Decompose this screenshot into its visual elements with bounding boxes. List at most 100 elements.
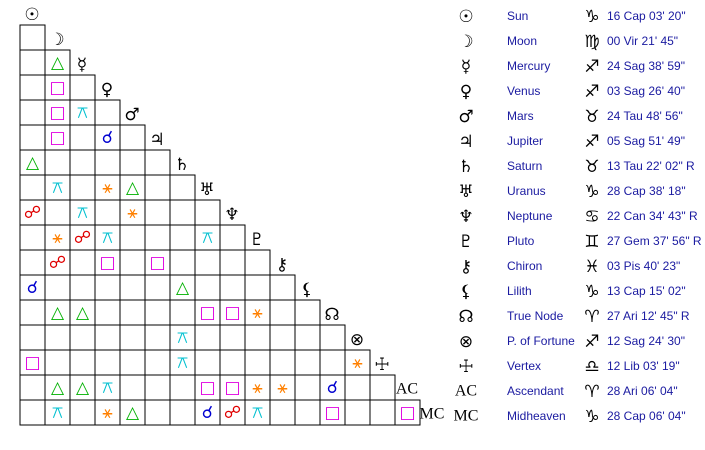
grid-cell — [19, 99, 46, 126]
aspect-glyph: ⚹ — [352, 353, 362, 373]
aspect-glyph: ⚹ — [252, 378, 262, 398]
grid-cell — [69, 124, 96, 151]
aspect-glyph: ☌ — [102, 128, 113, 148]
grid-cell — [94, 274, 121, 301]
grid-cell — [44, 349, 71, 376]
grid-planet-glyph: ♄ — [174, 155, 189, 175]
list-glyph: ⊗ — [459, 332, 473, 352]
grid-cell — [144, 399, 171, 426]
grid-planet-glyph: MC — [420, 406, 445, 423]
grid-cell — [269, 299, 296, 326]
grid-cell — [169, 224, 196, 251]
grid-cell — [294, 349, 321, 376]
grid-cell — [294, 374, 321, 401]
sign-glyph: ♋ — [584, 207, 599, 227]
list-glyph: ⚸ — [460, 282, 472, 302]
grid-cell — [294, 399, 321, 426]
list-glyph: ☉ — [458, 7, 473, 27]
list-glyph: ⚷ — [460, 257, 472, 277]
grid-planet-glyph: ☩ — [374, 355, 389, 375]
planet-name: Mercury — [507, 59, 550, 73]
aspect-glyph: ☌ — [327, 378, 338, 398]
position: 28 Cap 38' 18" — [607, 184, 686, 198]
list-glyph: ♀ — [460, 82, 472, 102]
grid-cell — [119, 374, 146, 401]
list-glyph: ♆ — [458, 207, 473, 227]
grid-cell — [144, 174, 171, 201]
grid-cell — [69, 349, 96, 376]
aspect-glyph: □ — [399, 403, 415, 423]
grid-cell — [119, 324, 146, 351]
sign-glyph: ♈ — [584, 307, 599, 327]
grid-cell — [269, 274, 296, 301]
grid-cell — [119, 349, 146, 376]
grid-cell — [94, 149, 121, 176]
grid-planet-glyph: ☽ — [49, 30, 64, 50]
planet-name: Jupiter — [507, 134, 543, 148]
grid-cell — [294, 299, 321, 326]
position: 24 Tau 48' 56" — [607, 109, 683, 123]
planet-name: True Node — [507, 309, 564, 323]
grid-cell — [144, 299, 171, 326]
position: 03 Pis 40' 23" — [607, 259, 680, 273]
aspect-glyph: □ — [149, 253, 165, 273]
grid-cell — [144, 149, 171, 176]
aspect-glyph: □ — [199, 378, 215, 398]
grid-cell — [269, 324, 296, 351]
aspect-glyph: ⚻ — [177, 328, 188, 348]
grid-cell — [244, 349, 271, 376]
grid-cell — [194, 324, 221, 351]
sign-glyph: ♑ — [584, 282, 599, 302]
grid-planet-glyph: ♆ — [224, 205, 239, 225]
grid-cell — [44, 149, 71, 176]
grid-cell — [169, 249, 196, 276]
aspect-glyph: ⚻ — [52, 403, 63, 423]
grid-cell — [369, 374, 396, 401]
grid-cell — [369, 399, 396, 426]
grid-planet-glyph: ⚸ — [301, 280, 313, 300]
grid-planet-glyph: AC — [396, 381, 418, 398]
grid-cell — [94, 199, 121, 226]
aspect-glyph: □ — [324, 403, 340, 423]
grid-cell — [19, 399, 46, 426]
grid-planet-glyph: ☉ — [24, 5, 39, 25]
grid-cell — [19, 299, 46, 326]
planet-name: Midheaven — [507, 409, 566, 423]
grid-cell — [144, 374, 171, 401]
position: 12 Lib 03' 19" — [607, 359, 680, 373]
aspect-glyph: △ — [176, 278, 190, 298]
position: 22 Can 34' 43" R — [607, 209, 698, 223]
grid-planet-glyph: ♃ — [149, 130, 164, 150]
grid-cell — [169, 199, 196, 226]
grid-cell — [219, 324, 246, 351]
position: 13 Tau 22' 02" R — [607, 159, 695, 173]
aspect-glyph: ⚹ — [252, 303, 262, 323]
position: 27 Gem 37' 56" R — [607, 234, 702, 248]
sign-glyph: ♑ — [584, 407, 599, 427]
aspect-glyph: □ — [99, 253, 115, 273]
aspect-glyph: □ — [199, 303, 215, 323]
grid-cell — [194, 349, 221, 376]
aspect-glyph: ⚻ — [77, 203, 88, 223]
list-glyph: ♂ — [458, 107, 473, 127]
aspect-glyph: □ — [24, 353, 40, 373]
grid-cell — [19, 124, 46, 151]
grid-cell — [219, 249, 246, 276]
grid-cell — [144, 349, 171, 376]
aspect-glyph: △ — [126, 178, 140, 198]
aspect-glyph: □ — [49, 103, 65, 123]
grid-planet-glyph: ♀ — [101, 80, 113, 100]
grid-cell — [244, 324, 271, 351]
grid-planet-glyph: ☊ — [324, 305, 339, 325]
grid-cell — [219, 349, 246, 376]
position: 12 Sag 24' 30" — [607, 334, 685, 348]
list-glyph: ♄ — [458, 157, 473, 177]
aspect-glyph: △ — [51, 303, 65, 323]
grid-cell — [394, 399, 421, 426]
aspect-glyph: □ — [49, 128, 65, 148]
aspect-glyph: ⚻ — [102, 228, 113, 248]
aspect-glyph: ⚹ — [102, 403, 112, 423]
aspect-glyph: ⚹ — [277, 378, 287, 398]
aspect-glyph: △ — [126, 403, 140, 423]
planet-name: Uranus — [507, 184, 546, 198]
